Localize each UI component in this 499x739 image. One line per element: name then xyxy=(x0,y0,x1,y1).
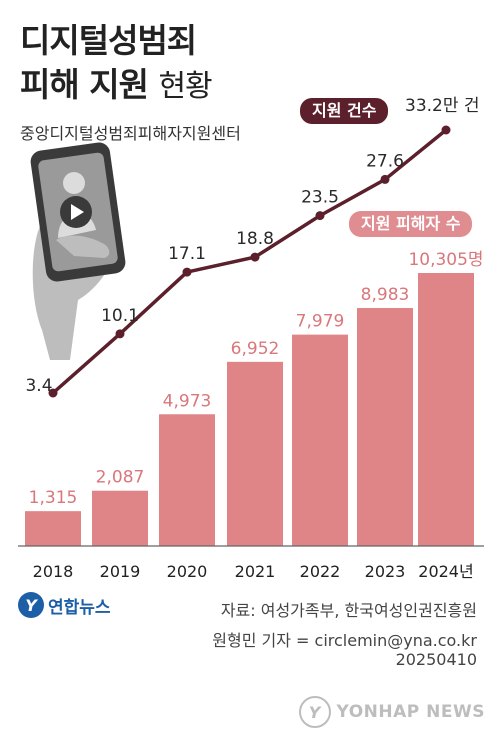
cases-point xyxy=(315,211,325,221)
x-tick-label: 2021 xyxy=(235,562,276,581)
bar-2019 xyxy=(92,490,148,546)
bar-2024년 xyxy=(418,273,474,546)
bar-value-label: 1,315 xyxy=(29,488,78,508)
cases-value-label: 3.4 xyxy=(25,376,52,396)
cases-point xyxy=(115,329,125,339)
x-tick-label: 2020 xyxy=(167,562,208,581)
logo-text: 연합뉴스 xyxy=(48,597,111,618)
cases-value-label: 18.8 xyxy=(236,229,274,249)
legend-cases-pill: 지원 건수 xyxy=(300,98,389,124)
yonhap-watermark: Y YONHAP NEWS xyxy=(298,696,485,728)
watermark-text: YONHAP NEWS xyxy=(336,702,485,722)
cases-value-label: 17.1 xyxy=(168,244,206,264)
legend-victims-pill: 지원 피해자 수 xyxy=(349,211,473,237)
cases-point xyxy=(182,267,192,277)
bar-value-label: 10,305명 xyxy=(408,250,483,270)
title-line-1: 디지털성범죄 xyxy=(20,21,197,60)
cases-value-label: 23.5 xyxy=(301,188,339,208)
x-tick-label: 2019 xyxy=(100,562,141,581)
bar-2018 xyxy=(25,511,81,546)
bar-value-label: 4,973 xyxy=(163,391,212,411)
footer-source: 자료: 여성가족부, 한국여성인권진흥원 xyxy=(220,601,477,620)
title-line-2: 피해 지원 현황 xyxy=(20,58,213,106)
x-tick-label: 2018 xyxy=(33,562,74,581)
play-triangle-icon xyxy=(71,204,84,220)
cases-value-label: 33.2만 건 xyxy=(405,96,480,116)
source-organization: 중앙디지털성범죄피해자지원센터 xyxy=(20,124,241,143)
x-tick-label: 2024년 xyxy=(418,562,473,581)
person-head xyxy=(63,172,85,194)
title-light: 현황 xyxy=(158,69,212,104)
thumb xyxy=(56,235,110,258)
bar-value-label: 2,087 xyxy=(96,468,145,488)
bar-2020 xyxy=(159,414,215,546)
title-bold: 피해 지원 xyxy=(20,65,149,104)
bar-value-label: 7,979 xyxy=(296,312,345,332)
bar-2023 xyxy=(357,308,413,546)
cases-value-label: 10.1 xyxy=(101,306,139,326)
cases-point xyxy=(441,125,451,135)
cases-point xyxy=(48,388,58,398)
phone-hand-illustration xyxy=(30,142,126,360)
footer-date: 20250410 xyxy=(395,650,477,669)
bar-value-label: 6,952 xyxy=(231,339,280,359)
yonhap-logo-icon: Y xyxy=(18,592,44,618)
bar-2022 xyxy=(292,334,348,546)
cases-point xyxy=(250,252,260,262)
x-tick-label: 2023 xyxy=(365,562,406,581)
x-tick-label: 2022 xyxy=(300,562,341,581)
watermark-logo-icon: Y xyxy=(298,696,331,728)
footer-reporter: 원형민 기자 = circlemin@yna.co.kr xyxy=(212,631,477,650)
yonhap-logo: Y 연합뉴스 xyxy=(18,592,111,618)
cases-point xyxy=(380,174,390,184)
bar-value-label: 8,983 xyxy=(361,285,410,305)
bar-2021 xyxy=(227,361,283,546)
cases-value-label: 27.6 xyxy=(366,151,404,171)
